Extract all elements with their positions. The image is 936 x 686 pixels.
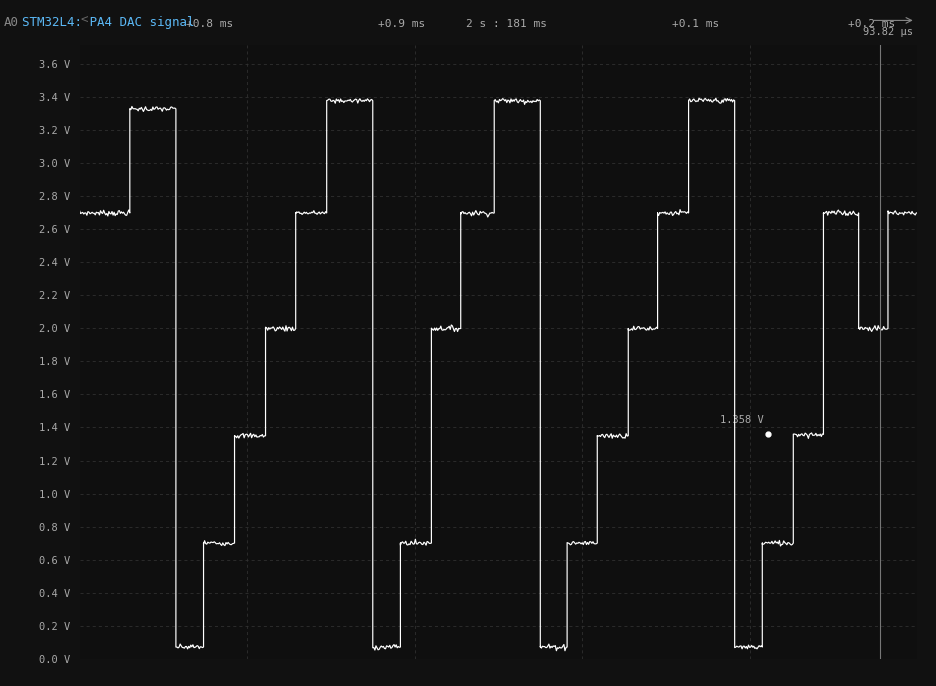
Text: +0.2 ms: +0.2 ms — [848, 19, 895, 29]
Text: +0.8 ms: +0.8 ms — [185, 19, 233, 29]
Text: 93.82 μs: 93.82 μs — [863, 27, 914, 37]
Text: STM32L4: PA4 DAC signal: STM32L4: PA4 DAC signal — [22, 16, 195, 29]
Text: +0.9 ms: +0.9 ms — [378, 19, 426, 29]
Text: <: < — [80, 14, 88, 27]
Text: A0: A0 — [4, 16, 19, 29]
Text: +0.1 ms: +0.1 ms — [672, 19, 719, 29]
Text: 2 s : 181 ms: 2 s : 181 ms — [466, 19, 548, 29]
Text: 1.358 V: 1.358 V — [720, 414, 764, 425]
